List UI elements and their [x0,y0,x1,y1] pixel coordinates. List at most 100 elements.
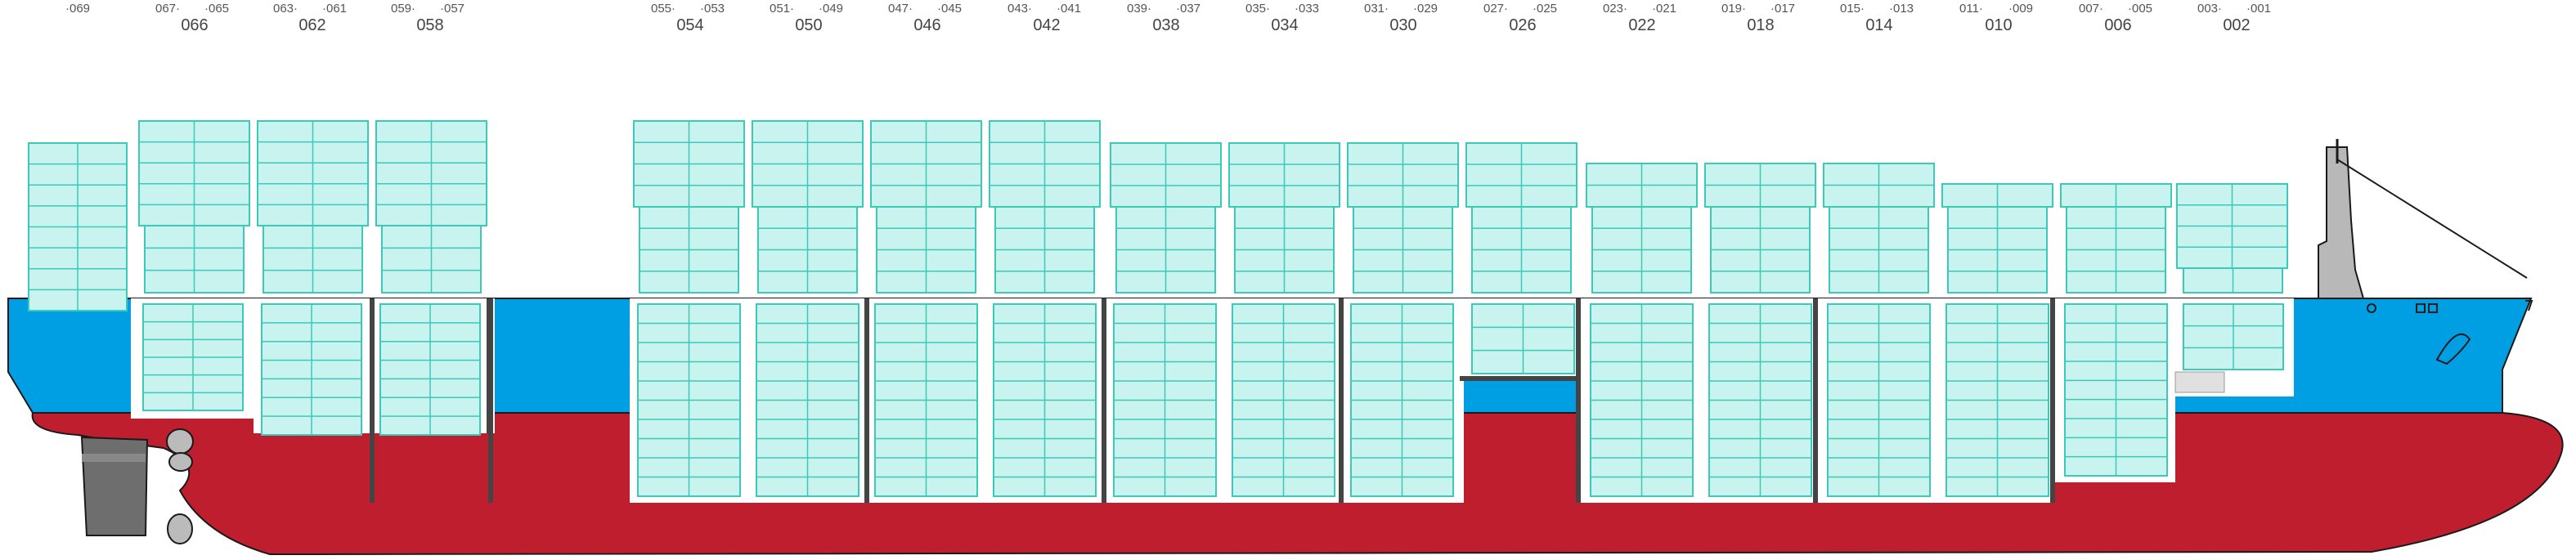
container-stack-on-deck [1110,142,1222,208]
bay-number: 054 [676,16,704,34]
container-stack-below-deck [874,303,978,497]
bay-sub-number-right: ·017 [1770,2,1796,16]
deck-hatch-cover [2174,371,2225,393]
bay-sub-number-right: ·033 [1295,2,1320,16]
bay-sub-number-left: 031· [1364,2,1389,16]
propeller [166,428,194,544]
container-stack-below-deck [1827,303,1931,497]
hatch-coaming [864,298,869,503]
hatch-coaming [1460,376,1578,381]
bay-number: 050 [795,16,823,34]
bay-label: 038 039· ·037 [1127,0,1201,34]
rudder-stock [82,454,146,462]
hatch-coaming [2050,298,2055,503]
container-stack-lower-deck [2066,206,2166,293]
bay-label: ·069 [65,0,147,33]
container-stack-lower-deck [1115,206,1216,293]
container-stack-below-deck [1708,303,1812,497]
bay-label: 066 067· ·065 [155,0,230,34]
bay-sub-number-left: 023· [1603,2,1628,16]
container-stack-below-deck [1113,303,1217,497]
container-stack-lower-deck [1591,206,1692,293]
bay-label: 014 015· ·013 [1840,0,1914,34]
bay-label: 062 063· ·061 [273,0,348,34]
container-stack-below-deck [379,303,481,436]
container-stack-below-deck [993,303,1097,497]
container-stack-on-deck [1228,142,1340,208]
hatch-coaming [1339,298,1344,503]
bay-number: 062 [298,16,326,34]
bay-label: 058 059· ·057 [391,0,465,34]
bay-sub-number-left: 015· [1840,2,1865,16]
container-stack-lower-deck [263,225,363,293]
bay-sub-number-left: 003· [2197,2,2223,16]
container-stack-below-deck [2064,303,2168,477]
bay-sub-number-right: ·025 [1533,2,1558,16]
bay-sub-number-right: ·045 [937,2,963,16]
bay-label: 002 003· ·001 [2197,0,2272,34]
container-stack-on-deck [28,142,128,311]
bay-number: 018 [1747,16,1775,34]
container-stack-below-deck [1471,303,1575,374]
bay-number: 042 [1033,16,1061,34]
container-stack-on-deck [633,120,745,208]
container-stack-on-deck [257,120,369,226]
container-stack-on-deck [1941,183,2053,208]
container-stack-on-deck [375,120,487,226]
bay-number: 010 [1985,16,2013,34]
container-stack-below-deck [142,303,244,411]
container-stack-below-deck [261,303,362,436]
hatch-coaming [1102,298,1106,503]
container-stack-lower-deck [876,206,976,293]
container-stack-below-deck [1590,303,1694,497]
bay-sub-number-right: ·037 [1176,2,1201,16]
container-layer [28,120,2288,497]
hatch-coaming [1576,298,1581,503]
container-stack-below-deck [1945,303,2049,497]
container-stack-lower-deck [1829,206,1929,293]
bay-sub-number-left: 011· [1959,2,1983,16]
bay-sub-number-left: 055· [651,2,676,16]
bay-sub-number-left: 067· [155,2,181,16]
bay-label: 030 031· ·029 [1364,0,1438,34]
container-stack-lower-deck [2183,267,2283,293]
bay-sub-number-right: ·029 [1413,2,1438,16]
container-stack-lower-deck [1353,206,1453,293]
container-stack-below-deck [1350,303,1454,497]
bay-sub-number-left: 027· [1483,2,1509,16]
bay-label: 034 035· ·033 [1245,0,1320,34]
bay-sub-number-left: 039· [1127,2,1152,16]
container-stack-lower-deck [757,206,858,293]
bay-sub-number-right: ·065 [204,2,230,16]
bay-label: 046 047· ·045 [888,0,963,34]
bay-sub-number-right: ·057 [440,2,465,16]
bay-number: 026 [1509,16,1537,34]
container-stack-lower-deck [1471,206,1572,293]
container-stack-on-deck [1823,163,1935,208]
bay-sub-number-right: ·013 [1889,2,1914,16]
container-stack-lower-deck [639,206,739,293]
bay-label: 042 043· ·041 [1008,0,1081,34]
container-stack-on-deck [1586,163,1698,208]
bay-sub-number-left: 043· [1008,2,1033,16]
bay-label: 018 019· ·017 [1721,0,1796,34]
container-stack-on-deck [1347,142,1459,208]
bay-sub-number-left: 035· [1245,2,1271,16]
bay-sub-number-right: ·021 [1652,2,1677,16]
hatch-coaming [370,298,375,503]
container-stack-lower-deck [144,225,245,293]
bay-sub-number-left: 063· [273,2,298,16]
bay-sub-number-left: 047· [888,2,913,16]
bay-label: 006 007· ·005 [2079,0,2152,34]
bay-label: 054 055· ·053 [651,0,725,34]
bay-sub-number-right: ·001 [2246,2,2272,16]
forecastle-mast [2318,146,2365,299]
bay-label: 010 011· ·009 [1959,0,2033,34]
container-stack-on-deck [138,120,250,226]
bay-sub-number-left: ·069 [65,2,91,16]
bay-sub-number-right: ·061 [322,2,348,16]
container-stack-on-deck [2060,183,2172,208]
container-stack-lower-deck [1710,206,1811,293]
container-stack-on-deck [870,120,982,208]
